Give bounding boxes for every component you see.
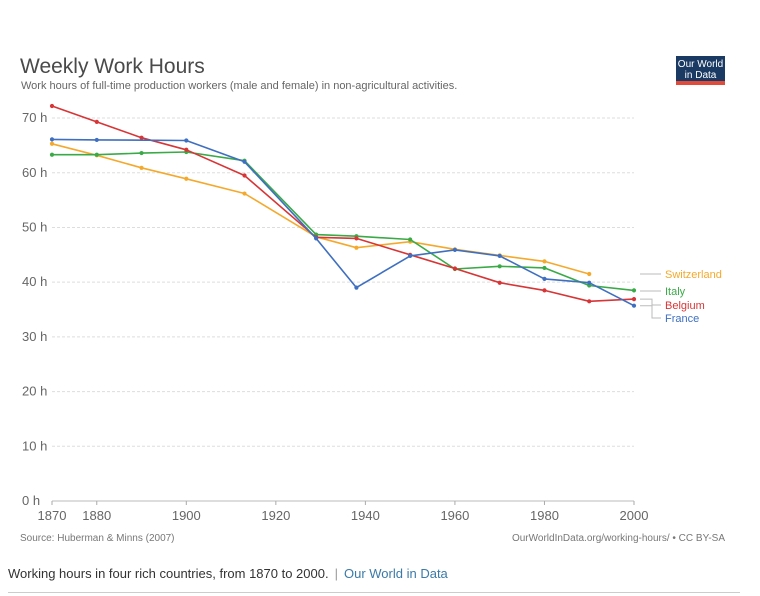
data-point-switzerland xyxy=(542,259,546,263)
data-point-france xyxy=(408,254,412,258)
data-point-italy xyxy=(542,266,546,270)
data-point-italy xyxy=(139,151,143,155)
data-point-france xyxy=(314,236,318,240)
logo-line2: in Data xyxy=(685,70,717,81)
divider xyxy=(8,592,740,593)
y-tick-label: 10 h xyxy=(22,438,47,453)
data-point-belgium xyxy=(498,281,502,285)
data-point-belgium xyxy=(242,173,246,177)
data-point-belgium xyxy=(587,299,591,303)
data-point-france xyxy=(242,160,246,164)
x-tick-label: 2000 xyxy=(620,508,649,523)
data-point-belgium xyxy=(50,104,54,108)
x-tick-label: 1960 xyxy=(440,508,469,523)
data-point-switzerland xyxy=(242,191,246,195)
caption: Working hours in four rich countries, fr… xyxy=(8,566,448,581)
y-tick-label: 50 h xyxy=(22,219,47,234)
x-tick-label: 1880 xyxy=(82,508,111,523)
data-point-switzerland xyxy=(354,246,358,250)
data-point-italy xyxy=(498,264,502,268)
legend-label-belgium: Belgium xyxy=(665,300,705,312)
data-point-italy xyxy=(50,153,54,157)
data-point-belgium xyxy=(632,297,636,301)
data-point-switzerland xyxy=(50,142,54,146)
x-tick-label: 1870 xyxy=(38,508,67,523)
axis-layer: 0 h 10 h 20 h 30 h 40 h 50 h 60 h 70 h 1870 1880 1… xyxy=(22,110,648,523)
data-point-france xyxy=(354,286,358,290)
caption-link[interactable]: Our World in Data xyxy=(344,566,448,581)
owid-logo[interactable]: Our World in Data xyxy=(676,56,725,85)
data-point-france xyxy=(542,277,546,281)
x-tick-label: 1900 xyxy=(172,508,201,523)
data-point-belgium xyxy=(184,148,188,152)
data-point-italy xyxy=(632,288,636,292)
x-tick-label: 1920 xyxy=(261,508,290,523)
data-point-france xyxy=(498,254,502,258)
logo-stripe xyxy=(676,81,725,85)
data-point-belgium xyxy=(453,266,457,270)
data-point-switzerland xyxy=(184,177,188,181)
data-point-france xyxy=(587,281,591,285)
data-point-belgium xyxy=(542,288,546,292)
y-tick-label: 30 h xyxy=(22,329,47,344)
data-point-france xyxy=(95,138,99,142)
x-tick-label: 1980 xyxy=(530,508,559,523)
data-point-france xyxy=(453,248,457,252)
data-point-italy xyxy=(95,153,99,157)
series-line-switzerland xyxy=(52,144,589,274)
legend-label-france: France xyxy=(665,313,699,325)
grid-layer xyxy=(52,118,634,501)
y-tick-label: 70 h xyxy=(22,110,47,125)
data-point-belgium xyxy=(354,236,358,240)
legend-connector-france xyxy=(640,306,661,318)
y-tick-label: 60 h xyxy=(22,165,47,180)
legend-connector-belgium xyxy=(640,299,661,305)
caption-separator: | xyxy=(335,566,338,581)
credit-text[interactable]: OurWorldInData.org/working-hours/ • CC B… xyxy=(512,533,725,544)
data-point-belgium xyxy=(95,120,99,124)
legend-label-italy: Italy xyxy=(665,286,686,298)
chart-subtitle: Work hours of full-time production worke… xyxy=(21,80,457,92)
data-point-italy xyxy=(408,237,412,241)
data-point-switzerland xyxy=(139,166,143,170)
series-line-france xyxy=(52,139,634,305)
legend-label-switzerland: Switzerland xyxy=(665,269,722,281)
source-text: Source: Huberman & Minns (2007) xyxy=(20,533,175,544)
y-tick-label: 20 h xyxy=(22,384,47,399)
series-layer xyxy=(50,104,636,308)
logo-line1: Our World xyxy=(678,59,723,70)
data-point-belgium xyxy=(139,136,143,140)
data-point-switzerland xyxy=(587,272,591,276)
data-point-france xyxy=(184,138,188,142)
chart-title: Weekly Work Hours xyxy=(20,55,205,78)
x-tick-label: 1940 xyxy=(351,508,380,523)
data-point-france xyxy=(50,137,54,141)
y-tick-label: 0 h xyxy=(22,493,40,508)
caption-text: Working hours in four rich countries, fr… xyxy=(8,566,329,581)
data-point-france xyxy=(632,304,636,308)
y-tick-label: 40 h xyxy=(22,274,47,289)
chart: Weekly Work Hours Work hours of full-tim… xyxy=(0,0,760,560)
